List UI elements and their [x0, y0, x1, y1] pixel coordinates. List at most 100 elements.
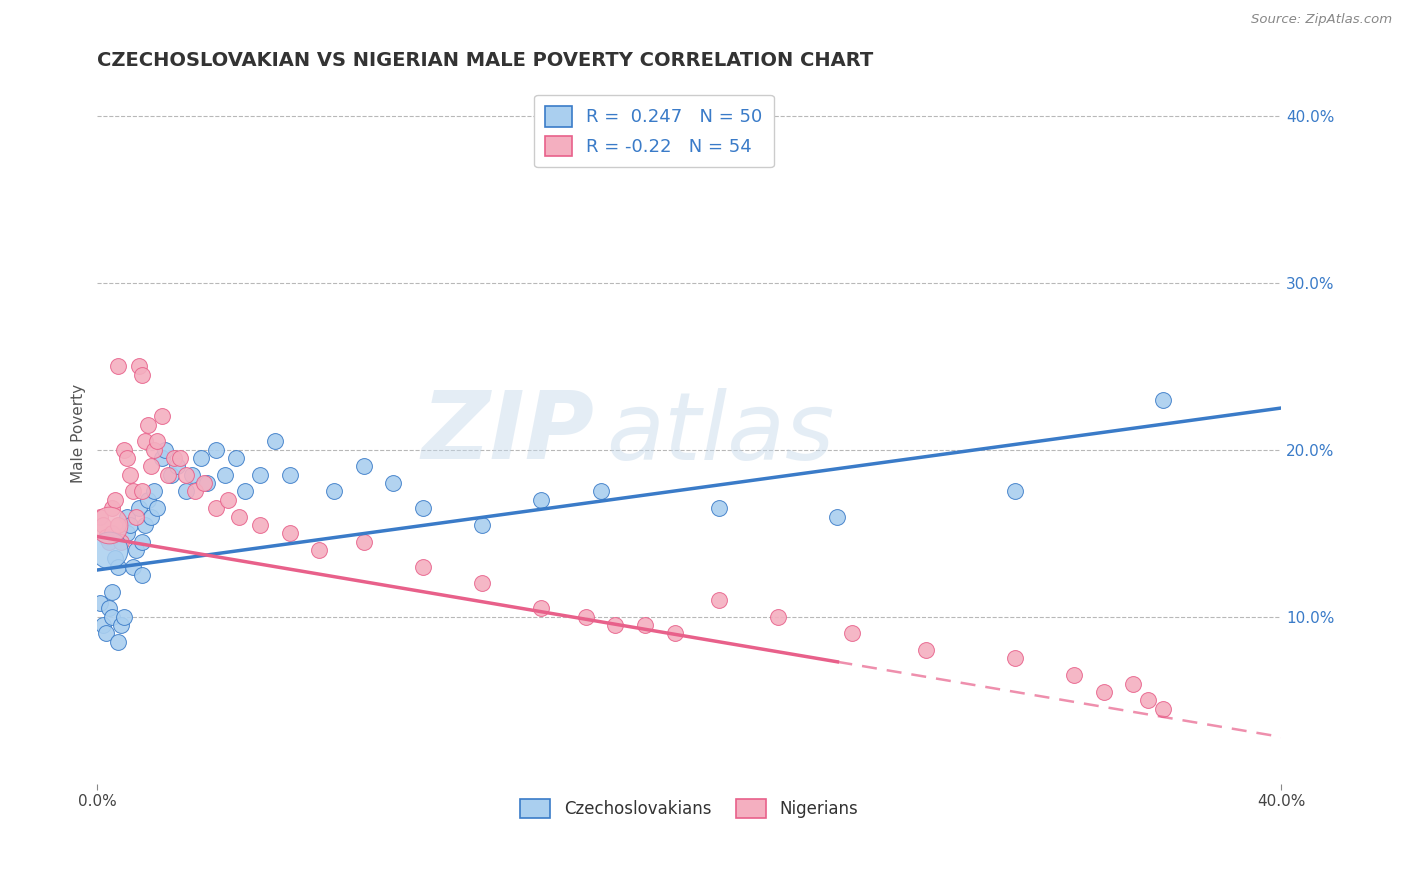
Point	[707, 593, 730, 607]
Point	[1004, 484, 1026, 499]
Point	[98, 543, 121, 558]
Point	[166, 459, 188, 474]
Y-axis label: Male Poverty: Male Poverty	[72, 384, 86, 483]
Point	[195, 476, 218, 491]
Point	[204, 442, 226, 457]
Point	[1004, 651, 1026, 665]
Point	[214, 467, 236, 482]
Point	[98, 517, 121, 532]
Point	[1137, 693, 1160, 707]
Point	[134, 517, 156, 532]
Point	[107, 359, 129, 374]
Point	[89, 596, 111, 610]
Point	[98, 601, 121, 615]
Point	[589, 484, 612, 499]
Point	[382, 476, 405, 491]
Point	[115, 526, 138, 541]
Point	[1152, 701, 1174, 715]
Point	[707, 501, 730, 516]
Point	[125, 509, 148, 524]
Point	[181, 467, 204, 482]
Point	[160, 467, 183, 482]
Point	[131, 368, 153, 382]
Point	[91, 517, 114, 532]
Point	[139, 509, 162, 524]
Point	[278, 526, 301, 541]
Point	[1122, 676, 1144, 690]
Point	[155, 442, 177, 457]
Point	[112, 442, 135, 457]
Point	[112, 609, 135, 624]
Point	[278, 467, 301, 482]
Point	[1092, 685, 1115, 699]
Point	[353, 534, 375, 549]
Point	[193, 476, 215, 491]
Point	[107, 517, 129, 532]
Point	[634, 618, 657, 632]
Text: ZIP: ZIP	[422, 387, 595, 479]
Point	[471, 517, 494, 532]
Point	[190, 451, 212, 466]
Point	[412, 501, 434, 516]
Point	[139, 459, 162, 474]
Point	[115, 509, 138, 524]
Point	[131, 568, 153, 582]
Point	[122, 484, 145, 499]
Point	[142, 442, 165, 457]
Point	[664, 626, 686, 640]
Point	[107, 559, 129, 574]
Point	[169, 451, 191, 466]
Point	[145, 501, 167, 516]
Point	[249, 467, 271, 482]
Point	[115, 451, 138, 466]
Point	[204, 501, 226, 516]
Point	[249, 517, 271, 532]
Point	[217, 492, 239, 507]
Point	[136, 417, 159, 432]
Point	[101, 526, 124, 541]
Point	[118, 467, 141, 482]
Point	[827, 509, 849, 524]
Point	[841, 626, 863, 640]
Point	[174, 484, 197, 499]
Legend: Czechoslovakians, Nigerians: Czechoslovakians, Nigerians	[513, 792, 865, 824]
Point	[530, 601, 553, 615]
Point	[412, 559, 434, 574]
Point	[184, 484, 207, 499]
Point	[96, 626, 118, 640]
Point	[235, 484, 257, 499]
Point	[89, 509, 111, 524]
Text: Source: ZipAtlas.com: Source: ZipAtlas.com	[1251, 13, 1392, 27]
Point	[308, 543, 330, 558]
Point	[264, 434, 287, 449]
Point	[134, 434, 156, 449]
Point	[530, 492, 553, 507]
Point	[157, 467, 180, 482]
Point	[122, 559, 145, 574]
Point	[131, 484, 153, 499]
Point	[1063, 668, 1085, 682]
Point	[766, 609, 789, 624]
Point	[163, 451, 186, 466]
Text: atlas: atlas	[606, 387, 835, 478]
Point	[575, 609, 598, 624]
Point	[96, 530, 118, 544]
Point	[101, 584, 124, 599]
Point	[1152, 392, 1174, 407]
Point	[915, 643, 938, 657]
Point	[128, 359, 150, 374]
Point	[101, 501, 124, 516]
Point	[128, 501, 150, 516]
Point	[152, 409, 174, 424]
Point	[110, 618, 132, 632]
Point	[353, 459, 375, 474]
Point	[142, 484, 165, 499]
Point	[174, 467, 197, 482]
Point	[118, 517, 141, 532]
Point	[145, 434, 167, 449]
Point	[225, 451, 247, 466]
Point	[104, 551, 127, 566]
Point	[98, 534, 121, 549]
Point	[131, 534, 153, 549]
Point	[107, 634, 129, 648]
